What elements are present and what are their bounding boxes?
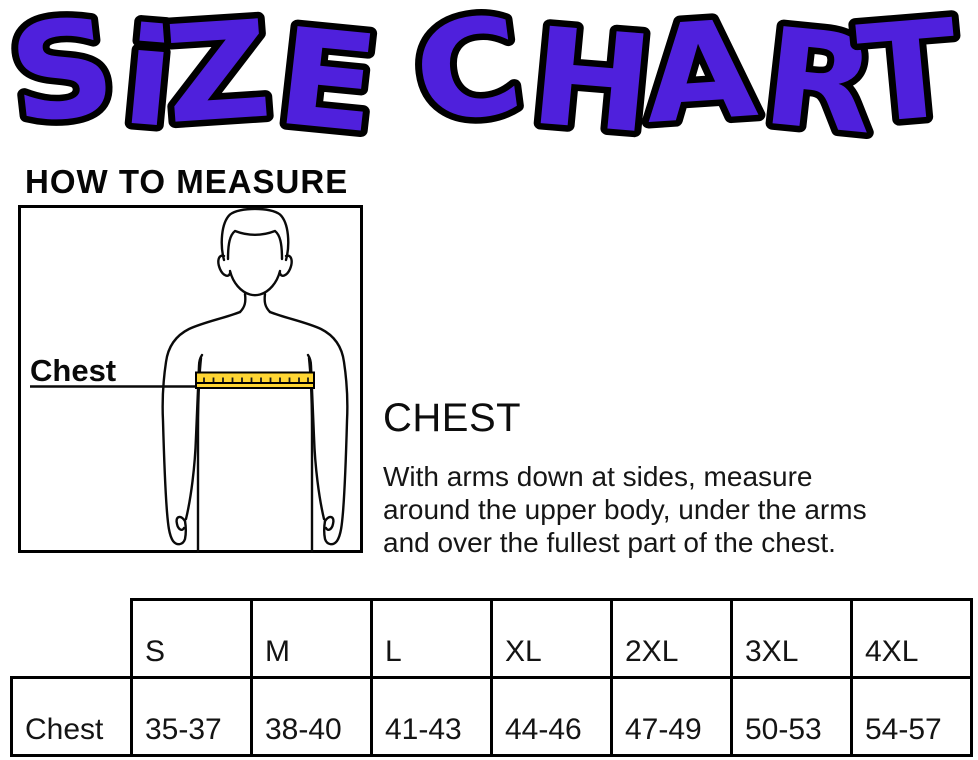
- size-header-cell: 4XL: [850, 598, 973, 679]
- chest-value-cell: 50-53: [730, 676, 853, 757]
- size-header-cell: 3XL: [730, 598, 853, 679]
- chest-value-cell: 38-40: [250, 676, 373, 757]
- table-spacer-cell: [12, 600, 132, 678]
- chest-pointer-label: Chest: [30, 353, 116, 388]
- hair-fringe: [226, 229, 284, 261]
- size-header-cell: M: [250, 598, 373, 679]
- chest-instructions: With arms down at sides, measure around …: [383, 460, 963, 559]
- instruction-line: With arms down at sides, measure: [383, 461, 813, 492]
- torso-side: [196, 356, 203, 553]
- chest-value-cell: 44-46: [490, 676, 613, 757]
- thumb-hook: [175, 515, 187, 532]
- measurement-diagram: Chest: [18, 205, 363, 553]
- hair-outline: [220, 207, 290, 262]
- size-header-row: S M L XL 2XL 3XL 4XL: [12, 598, 973, 679]
- chest-value-cell: 35-37: [130, 676, 253, 757]
- chest-section-heading: CHEST: [383, 396, 522, 440]
- instruction-line: and over the fullest part of the chest.: [383, 527, 836, 558]
- how-to-measure-heading: HOW TO MEASURE: [25, 163, 349, 200]
- size-header-cell: S: [130, 598, 253, 679]
- instruction-line: around the upper body, under the arms: [383, 494, 867, 525]
- face-jaw: [228, 269, 282, 297]
- chest-measure-info: CHEST With arms down at sides, measure a…: [383, 396, 963, 559]
- tape-ticks: [203, 377, 309, 382]
- measuring-tape-icon: [195, 371, 315, 389]
- person-figure-icon: [161, 207, 349, 553]
- shoulder-arm-hand: [161, 310, 242, 546]
- chest-row-label: Chest: [10, 676, 133, 757]
- chest-value-cell: 54-57: [850, 676, 973, 757]
- size-header-cell: XL: [490, 598, 613, 679]
- size-table: S M L XL 2XL 3XL 4XL Chest 35-37 38-40 4…: [10, 598, 973, 757]
- neck-line: [238, 292, 247, 314]
- tape-lower-strip: [195, 382, 315, 389]
- chest-values-row: Chest 35-37 38-40 41-43 44-46 47-49 50-5…: [10, 676, 973, 757]
- ear: [217, 254, 232, 277]
- chest-value-cell: 41-43: [370, 676, 493, 757]
- size-chart-title-art: SiZE CHART: [0, 0, 971, 172]
- size-header-cell: L: [370, 598, 493, 679]
- page-title: SiZE CHART: [3, 0, 964, 165]
- chest-value-cell: 47-49: [610, 676, 733, 757]
- size-header-cell: 2XL: [610, 598, 733, 679]
